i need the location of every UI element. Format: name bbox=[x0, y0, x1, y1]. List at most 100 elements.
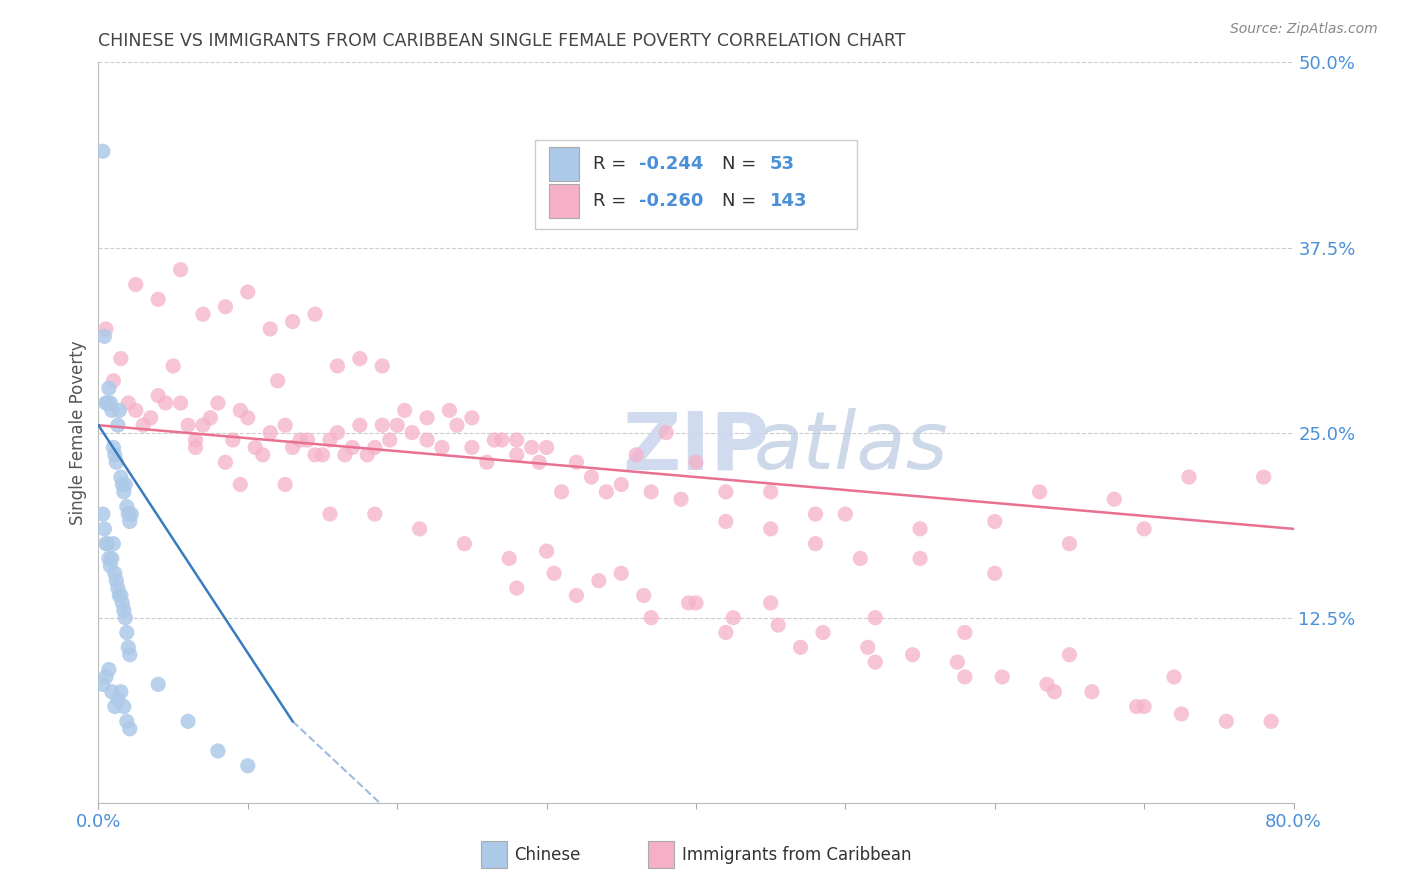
Point bbox=[207, 396, 229, 410]
Point bbox=[200, 410, 222, 425]
Point bbox=[759, 596, 782, 610]
Point bbox=[114, 477, 136, 491]
Point bbox=[430, 441, 453, 455]
Point bbox=[371, 359, 394, 373]
Point bbox=[333, 448, 356, 462]
Text: CHINESE VS IMMIGRANTS FROM CARIBBEAN SINGLE FEMALE POVERTY CORRELATION CHART: CHINESE VS IMMIGRANTS FROM CARIBBEAN SIN… bbox=[98, 32, 905, 50]
Point bbox=[101, 551, 124, 566]
Point bbox=[259, 425, 281, 440]
Point bbox=[655, 425, 678, 440]
Point bbox=[908, 522, 931, 536]
Point bbox=[723, 610, 745, 624]
Point bbox=[565, 455, 588, 469]
Point bbox=[1260, 714, 1282, 729]
Point bbox=[849, 551, 872, 566]
Point bbox=[103, 536, 125, 550]
Point bbox=[991, 670, 1014, 684]
Point bbox=[349, 351, 371, 366]
Point bbox=[759, 484, 782, 499]
Point bbox=[148, 677, 170, 691]
Point bbox=[94, 670, 117, 684]
Point bbox=[1178, 470, 1201, 484]
Point bbox=[1253, 470, 1275, 484]
Point bbox=[104, 566, 127, 581]
Point bbox=[581, 470, 603, 484]
Point bbox=[385, 418, 409, 433]
Text: Chinese: Chinese bbox=[515, 846, 581, 863]
Point bbox=[169, 396, 191, 410]
Point bbox=[536, 441, 558, 455]
Point bbox=[1133, 522, 1156, 536]
Point bbox=[177, 418, 200, 433]
Point bbox=[110, 685, 132, 699]
Point bbox=[115, 500, 138, 514]
Point bbox=[811, 625, 834, 640]
Point bbox=[148, 293, 170, 307]
Point bbox=[669, 492, 692, 507]
Point bbox=[394, 403, 416, 417]
Point bbox=[252, 448, 274, 462]
Point bbox=[527, 455, 550, 469]
Point bbox=[169, 262, 191, 277]
Point bbox=[118, 648, 141, 662]
Point bbox=[610, 477, 633, 491]
Point bbox=[401, 425, 423, 440]
Point bbox=[319, 507, 342, 521]
Point bbox=[94, 322, 117, 336]
Point bbox=[288, 433, 311, 447]
Point bbox=[108, 589, 131, 603]
Point bbox=[91, 677, 114, 691]
Point bbox=[191, 307, 214, 321]
Point bbox=[326, 425, 349, 440]
Point bbox=[506, 448, 529, 462]
Point bbox=[953, 670, 976, 684]
Point bbox=[506, 581, 529, 595]
Point bbox=[453, 536, 475, 550]
Point bbox=[356, 448, 378, 462]
Point bbox=[378, 433, 401, 447]
Point bbox=[543, 566, 565, 581]
Point bbox=[229, 477, 252, 491]
Point bbox=[108, 403, 131, 417]
Point bbox=[222, 433, 245, 447]
Point bbox=[125, 277, 148, 292]
Point bbox=[177, 714, 200, 729]
Point bbox=[834, 507, 856, 521]
Point bbox=[371, 418, 394, 433]
Point bbox=[118, 722, 141, 736]
Point bbox=[105, 455, 128, 469]
Point bbox=[94, 536, 117, 550]
Point bbox=[114, 610, 136, 624]
Point bbox=[148, 388, 170, 402]
Point bbox=[520, 441, 543, 455]
Bar bbox=[548, 185, 579, 218]
Point bbox=[633, 589, 655, 603]
Point bbox=[117, 396, 139, 410]
Text: N =: N = bbox=[723, 192, 762, 210]
Point bbox=[1028, 484, 1050, 499]
Text: atlas: atlas bbox=[754, 409, 949, 486]
Point bbox=[506, 433, 529, 447]
Bar bbox=[481, 841, 508, 868]
Point bbox=[304, 448, 326, 462]
Point bbox=[804, 536, 827, 550]
Point bbox=[97, 551, 120, 566]
Point bbox=[498, 551, 520, 566]
Point bbox=[115, 625, 138, 640]
Point bbox=[214, 455, 236, 469]
Point bbox=[626, 448, 648, 462]
Point bbox=[281, 314, 304, 328]
Point bbox=[416, 410, 439, 425]
Point bbox=[125, 403, 148, 417]
Point bbox=[364, 441, 387, 455]
Point bbox=[640, 484, 662, 499]
Point bbox=[804, 507, 827, 521]
Point bbox=[1163, 670, 1185, 684]
Point bbox=[297, 433, 319, 447]
Point bbox=[281, 441, 304, 455]
Point bbox=[93, 522, 115, 536]
Point bbox=[946, 655, 969, 669]
Point bbox=[311, 448, 333, 462]
Point bbox=[475, 455, 498, 469]
FancyBboxPatch shape bbox=[534, 140, 858, 229]
